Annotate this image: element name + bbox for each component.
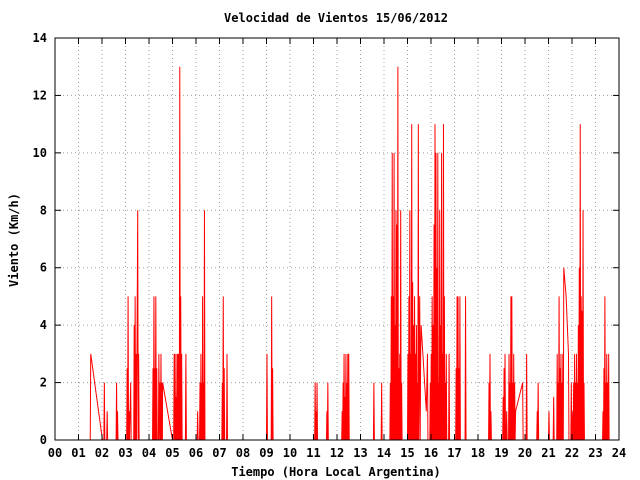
x-tick-label: 12 [330, 446, 344, 460]
y-tick-label: 6 [40, 261, 47, 275]
y-tick-label: 2 [40, 376, 47, 390]
y-tick-label: 12 [33, 88, 47, 102]
x-tick-label: 21 [541, 446, 555, 460]
x-tick-label: 00 [48, 446, 62, 460]
x-tick-label: 10 [283, 446, 297, 460]
x-tick-label: 17 [447, 446, 461, 460]
x-tick-label: 22 [565, 446, 579, 460]
x-tick-label: 09 [259, 446, 273, 460]
y-tick-label: 0 [40, 433, 47, 447]
x-tick-label: 15 [400, 446, 414, 460]
y-tick-label: 10 [33, 146, 47, 160]
x-tick-label: 24 [612, 446, 626, 460]
y-tick-label: 14 [33, 31, 47, 45]
x-tick-label: 07 [212, 446, 226, 460]
x-tick-label: 19 [494, 446, 508, 460]
x-axis-label: Tiempo (Hora Local Argentina) [231, 465, 441, 479]
x-tick-label: 08 [236, 446, 250, 460]
grid [55, 38, 619, 440]
y-tick-label: 4 [40, 318, 47, 332]
axis-ticks: 00 01 02 03 04 05 06 07 08 09 10 11 12 13 14 15 16 17 18 19… [33, 31, 627, 460]
x-tick-label: 03 [118, 446, 132, 460]
plot-area [55, 66, 619, 441]
x-tick-label: 05 [165, 446, 179, 460]
x-tick-label: 02 [95, 446, 109, 460]
x-tick-label: 11 [306, 446, 320, 460]
x-tick-label: 23 [588, 446, 602, 460]
y-tick-label: 8 [40, 203, 47, 217]
x-tick-label: 01 [71, 446, 85, 460]
x-tick-label: 18 [471, 446, 485, 460]
x-tick-label: 04 [142, 446, 156, 460]
x-tick-label: 16 [424, 446, 438, 460]
y-axis-label: Viento (Km/h) [7, 193, 21, 287]
series-line-wind-speed [55, 66, 619, 441]
x-tick-label: 20 [518, 446, 532, 460]
chart-title: Velocidad de Vientos 15/06/2012 [224, 11, 448, 25]
x-tick-label: 14 [377, 446, 391, 460]
x-tick-label: 06 [189, 446, 203, 460]
x-tick-label: 13 [353, 446, 367, 460]
